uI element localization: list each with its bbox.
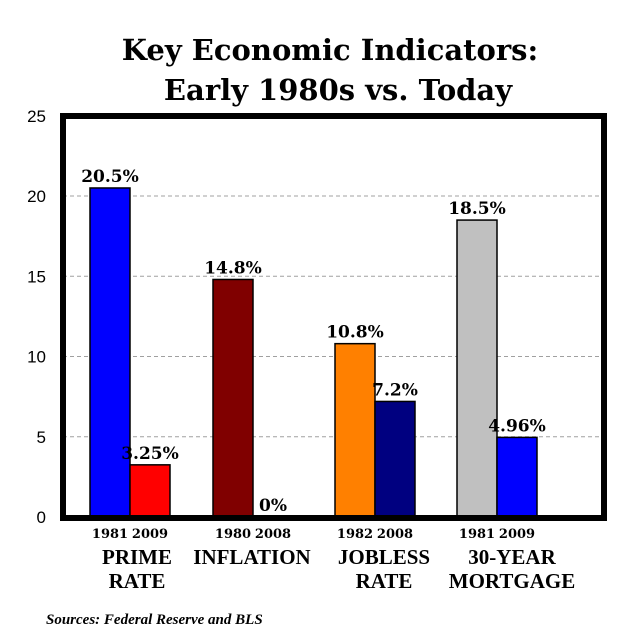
y-tick-label: 10 xyxy=(27,348,46,367)
plot-frame xyxy=(60,113,607,521)
bar xyxy=(334,342,376,518)
chart-title: Key Economic Indicators: Early 1980s vs.… xyxy=(122,33,538,107)
category-label: JOBLESS xyxy=(338,545,430,569)
category-label: RATE xyxy=(109,569,166,593)
bar-value-label: 20.5% xyxy=(81,167,139,187)
category-label: PRIME xyxy=(102,545,172,569)
bar-year-label: 2008 xyxy=(377,527,413,542)
bar xyxy=(212,278,254,518)
bar xyxy=(496,436,538,518)
category-label: INFLATION xyxy=(193,545,310,569)
bar-year-label: 2009 xyxy=(132,527,168,542)
data-labels: 20.5% 3.25% 14.8% 0% 10.8% 7.2% 18.5% 4.96% xyxy=(81,167,546,516)
gridlines xyxy=(63,195,604,438)
bar xyxy=(89,187,131,518)
category-label: RATE xyxy=(356,569,413,593)
category-label: 30-YEAR xyxy=(468,545,556,569)
bar xyxy=(374,400,416,518)
category-label: MORTGAGE xyxy=(449,569,575,593)
bar-value-label: 10.8% xyxy=(326,323,384,343)
bar-year-label: 1981 xyxy=(459,527,495,542)
y-axis-ticks: 0 5 10 15 20 25 xyxy=(27,107,46,527)
bar-year-label: 1981 xyxy=(92,527,128,542)
chart-title-line-1: Key Economic Indicators: xyxy=(122,33,538,67)
y-tick-label: 0 xyxy=(37,508,46,527)
y-tick-label: 20 xyxy=(27,187,46,206)
bar-value-label: 0% xyxy=(259,496,287,516)
bar-year-label: 1982 xyxy=(337,527,373,542)
bar-value-label: 18.5% xyxy=(448,199,506,219)
bar-year-label: 2009 xyxy=(499,527,535,542)
bar xyxy=(456,219,498,518)
bar-year-label: 1980 xyxy=(215,527,251,542)
bar-value-label: 7.2% xyxy=(372,380,418,400)
y-tick-label: 5 xyxy=(37,428,46,447)
y-tick-label: 15 xyxy=(27,267,46,286)
bar-value-label: 3.25% xyxy=(121,444,179,464)
bar-value-label: 4.96% xyxy=(488,416,546,436)
bar-value-label: 14.8% xyxy=(204,258,262,278)
bars xyxy=(89,187,538,518)
bar-year-label: 2008 xyxy=(255,527,291,542)
chart-title-line-2: Early 1980s vs. Today xyxy=(164,73,513,107)
bar xyxy=(129,464,171,518)
y-tick-label: 25 xyxy=(27,107,46,126)
source-note: Sources: Federal Reserve and BLS xyxy=(46,612,263,628)
